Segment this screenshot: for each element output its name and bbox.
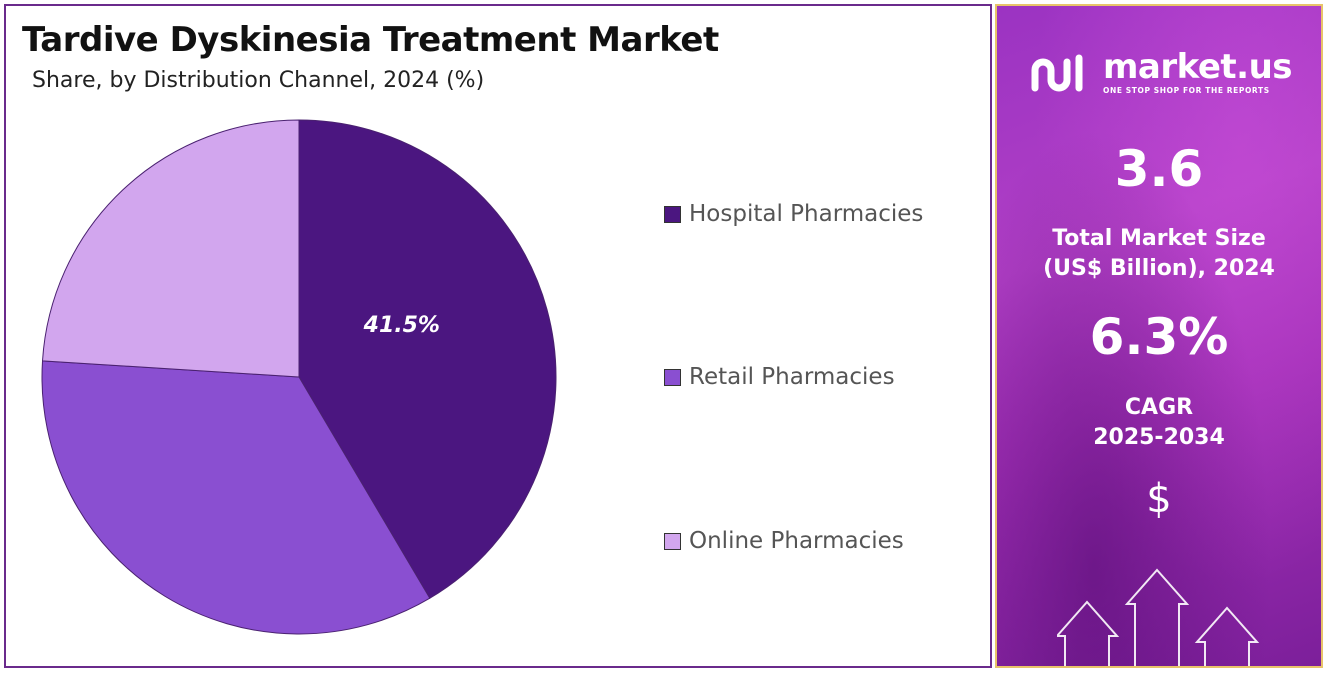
chart-subtitle: Share, by Distribution Channel, 2024 (%) [32,68,485,93]
market-size-label-line2: (US$ Billion), 2024 [1043,256,1275,281]
market-size-value: 3.6 [1114,140,1204,198]
cagr-period: 2025-2034 [1093,425,1225,450]
brand-tagline: ONE STOP SHOP FOR THE REPORTS [1103,85,1270,95]
legend-item: Retail Pharmacies [664,364,895,390]
pie-slice-retail-pharmacies [41,360,431,635]
legend-swatch [664,368,681,386]
growth-arrows-icon [1057,568,1260,666]
market-us-logo-icon [1031,54,1083,92]
summary-panel: market.us ONE STOP SHOP FOR THE REPORTS … [995,4,1323,668]
legend-swatch [664,532,681,550]
dollar-icon: $ [1146,476,1172,522]
cagr-label: CAGR [1124,395,1194,420]
brand-logo: market.us ONE STOP SHOP FOR THE REPORTS [1029,46,1293,96]
pie-slice-hospital-pharmacies [298,119,557,599]
pie-slice-online-pharmacies [41,119,300,378]
legend-label: Hospital Pharmacies [689,201,924,227]
legend-label: Retail Pharmacies [689,364,895,390]
pie-data-label: 41.5% [363,313,440,338]
pie-chart: 41.5% [41,119,557,635]
chart-title: Tardive Dyskinesia Treatment Market [22,20,719,60]
legend-item: Hospital Pharmacies [664,201,923,227]
brand-name: market.us [1103,46,1293,87]
market-size-label-line1: Total Market Size [1052,226,1266,251]
legend-label: Online Pharmacies [689,528,904,554]
cagr-value: 6.3% [1089,308,1229,366]
chart-panel: Tardive Dyskinesia Treatment Market Shar… [4,4,992,668]
legend-item: Online Pharmacies [664,528,904,554]
legend-swatch [664,205,681,223]
